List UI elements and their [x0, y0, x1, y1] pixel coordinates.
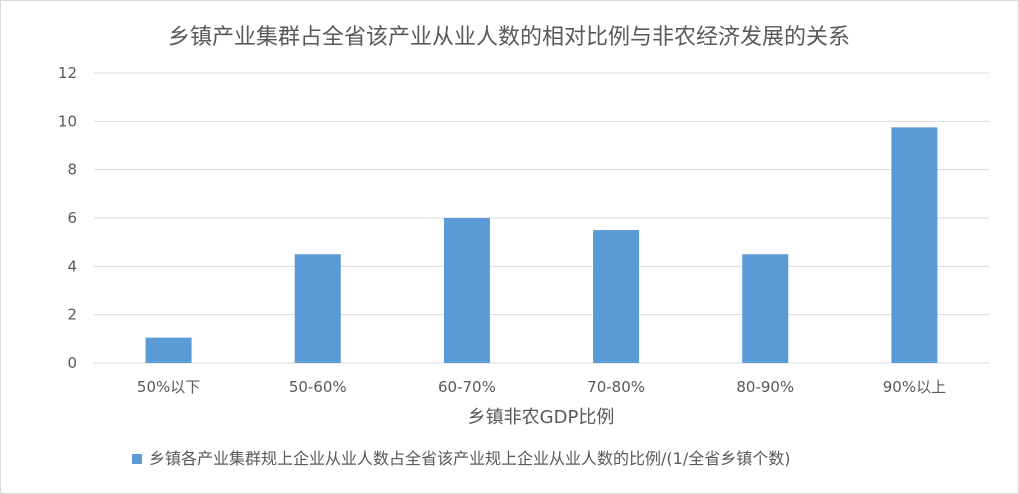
x-tick-label: 60-70% [438, 378, 496, 396]
x-tick-label: 50-60% [289, 378, 347, 396]
legend-label: 乡镇各产业集群规上企业从业人数占全省该产业规上企业从业人数的比例/(1/全省乡镇… [149, 449, 790, 468]
bar-0 [145, 337, 192, 363]
bar-3 [593, 230, 640, 363]
bars [145, 127, 938, 363]
y-tick-label: 6 [67, 209, 77, 227]
bar-2 [443, 218, 490, 363]
y-tick-label: 12 [58, 64, 77, 82]
x-tick-label: 80-90% [736, 378, 794, 396]
legend: 乡镇各产业集群规上企业从业人数占全省该产业规上企业从业人数的比例/(1/全省乡镇… [132, 449, 790, 468]
x-axis-ticks: 50%以下 50-60% 60-70% 70-80% 80-90% 90%以上 [137, 378, 946, 396]
bar-4 [742, 254, 789, 363]
y-axis-ticks: 0 2 4 6 8 10 12 [58, 64, 77, 372]
x-tick-label: 50%以下 [137, 378, 200, 396]
y-tick-label: 8 [67, 161, 77, 179]
gridlines [94, 72, 989, 364]
y-tick-label: 4 [67, 257, 77, 275]
bar-1 [294, 254, 341, 363]
x-axis-title: 乡镇非农GDP比例 [468, 407, 615, 428]
y-tick-label: 10 [58, 112, 77, 130]
chart-title: 乡镇产业集群占全省该产业从业人数的相对比例与非农经济发展的关系 [168, 25, 850, 50]
x-tick-label: 90%以上 [883, 378, 946, 396]
bar-5 [891, 127, 938, 363]
y-tick-label: 0 [67, 354, 77, 372]
y-tick-label: 2 [67, 306, 77, 324]
x-tick-label: 70-80% [587, 378, 645, 396]
legend-swatch [132, 454, 142, 464]
